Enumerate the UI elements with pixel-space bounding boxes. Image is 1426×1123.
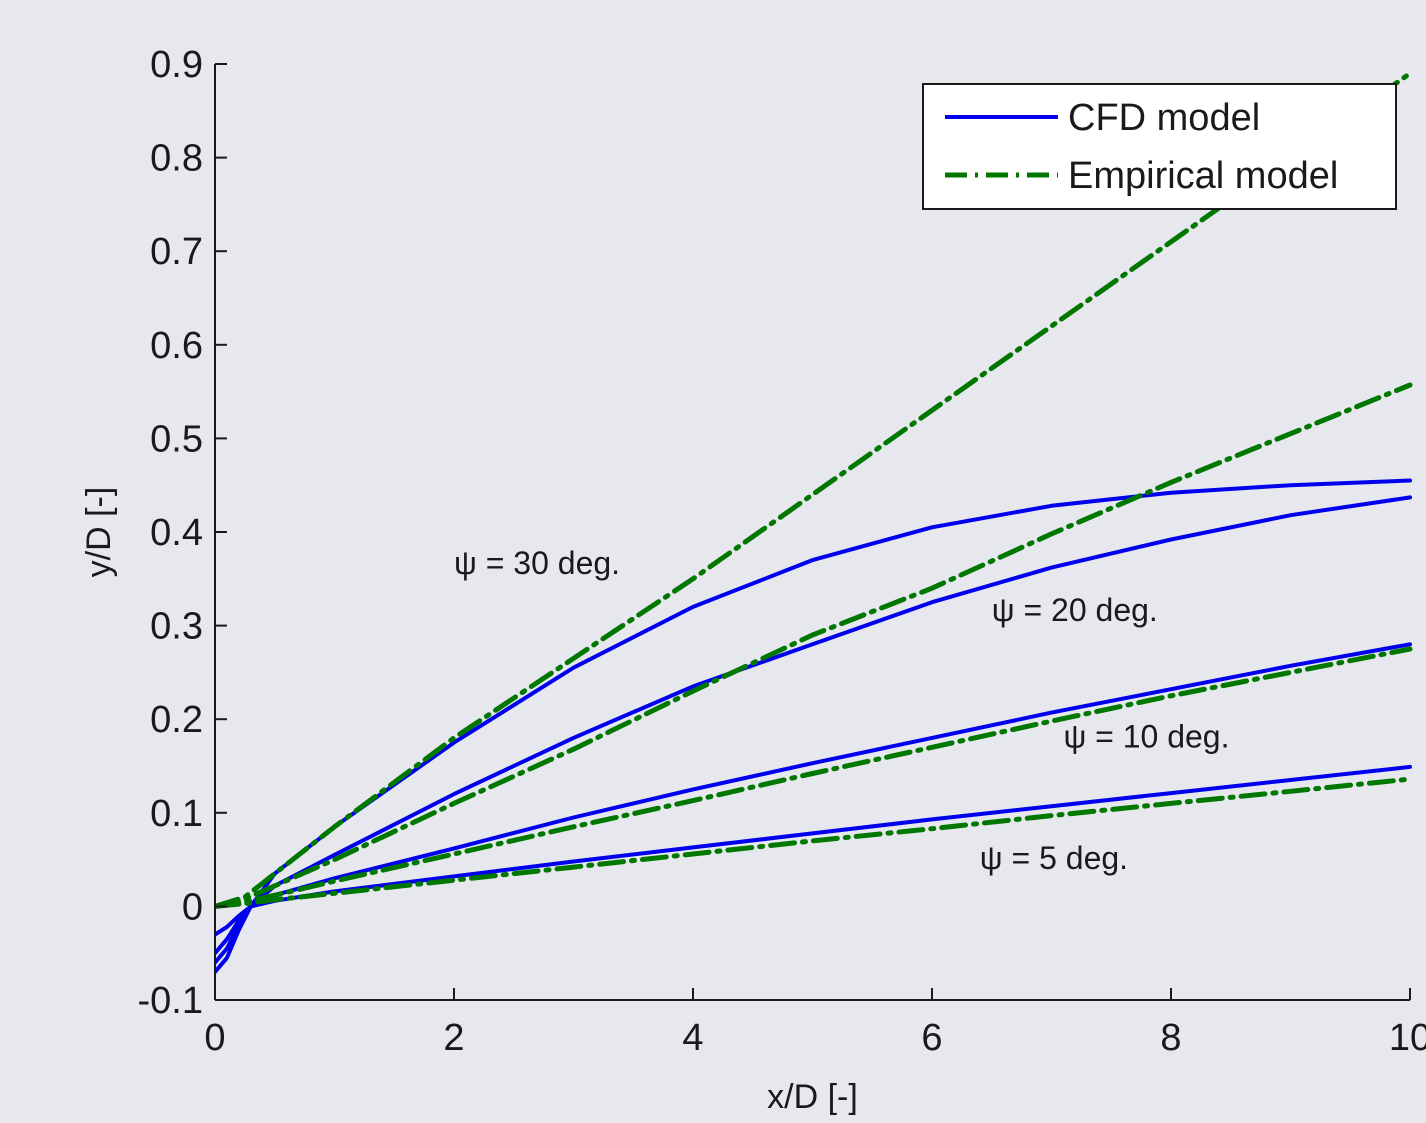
x-tick-label: 2	[443, 1017, 464, 1059]
empirical-series-line-4	[215, 776, 1413, 909]
y-tick-label: 0.7	[150, 231, 203, 273]
y-tick-label: 0.9	[150, 44, 203, 86]
y-tick-label: 0	[182, 886, 203, 928]
curve-annotation: ψ = 30 deg.	[454, 545, 620, 581]
y-tick-label: 0.2	[150, 699, 203, 741]
y-tick-label: 0.3	[150, 606, 203, 648]
legend-box	[922, 83, 1397, 210]
y-axis-label: y/D [-]	[80, 487, 118, 578]
x-axis-label: x/D [-]	[767, 1078, 858, 1116]
x-tick-label: 10	[1389, 1017, 1426, 1059]
y-tick-label: 0.4	[150, 512, 203, 554]
legend-label: Empirical model	[1068, 155, 1338, 197]
empirical-series-line-2	[215, 382, 1413, 909]
x-tick-label: 4	[682, 1017, 703, 1059]
empirical-series-line-1	[215, 70, 1413, 909]
y-tick-label: 0.1	[150, 793, 203, 835]
series-layer	[215, 70, 1413, 974]
x-tick-label: 8	[1160, 1017, 1181, 1059]
y-tick-label: 0.5	[150, 418, 203, 460]
curve-annotation: ψ = 20 deg.	[992, 592, 1158, 628]
cfd-series-line-3	[215, 642, 1412, 956]
y-tick-label: 0.8	[150, 138, 203, 180]
cfd-series-line-1	[215, 478, 1412, 974]
empirical-series-line-3	[215, 646, 1413, 909]
cfd-series-line-2	[215, 495, 1412, 965]
curve-annotation: ψ = 5 deg.	[980, 840, 1128, 876]
y-tick-label: -0.1	[138, 980, 203, 1022]
legend: CFD model Empirical model	[922, 83, 1397, 210]
annotation-layer: ψ = 30 deg. ψ = 20 deg. ψ = 10 deg. ψ = 5 d…	[454, 545, 1229, 876]
x-tick-label: 0	[204, 1017, 225, 1059]
curve-annotation: ψ = 10 deg.	[1063, 718, 1229, 754]
cfd-series-line-4	[215, 764, 1412, 937]
y-tick-label: 0.6	[150, 325, 203, 367]
axes-layer: 0 2 4 6 8 10-0.100.10.20.30.40.50.60.70.80.9x…	[80, 44, 1426, 1116]
legend-label: CFD model	[1068, 97, 1260, 139]
x-tick-label: 6	[921, 1017, 942, 1059]
